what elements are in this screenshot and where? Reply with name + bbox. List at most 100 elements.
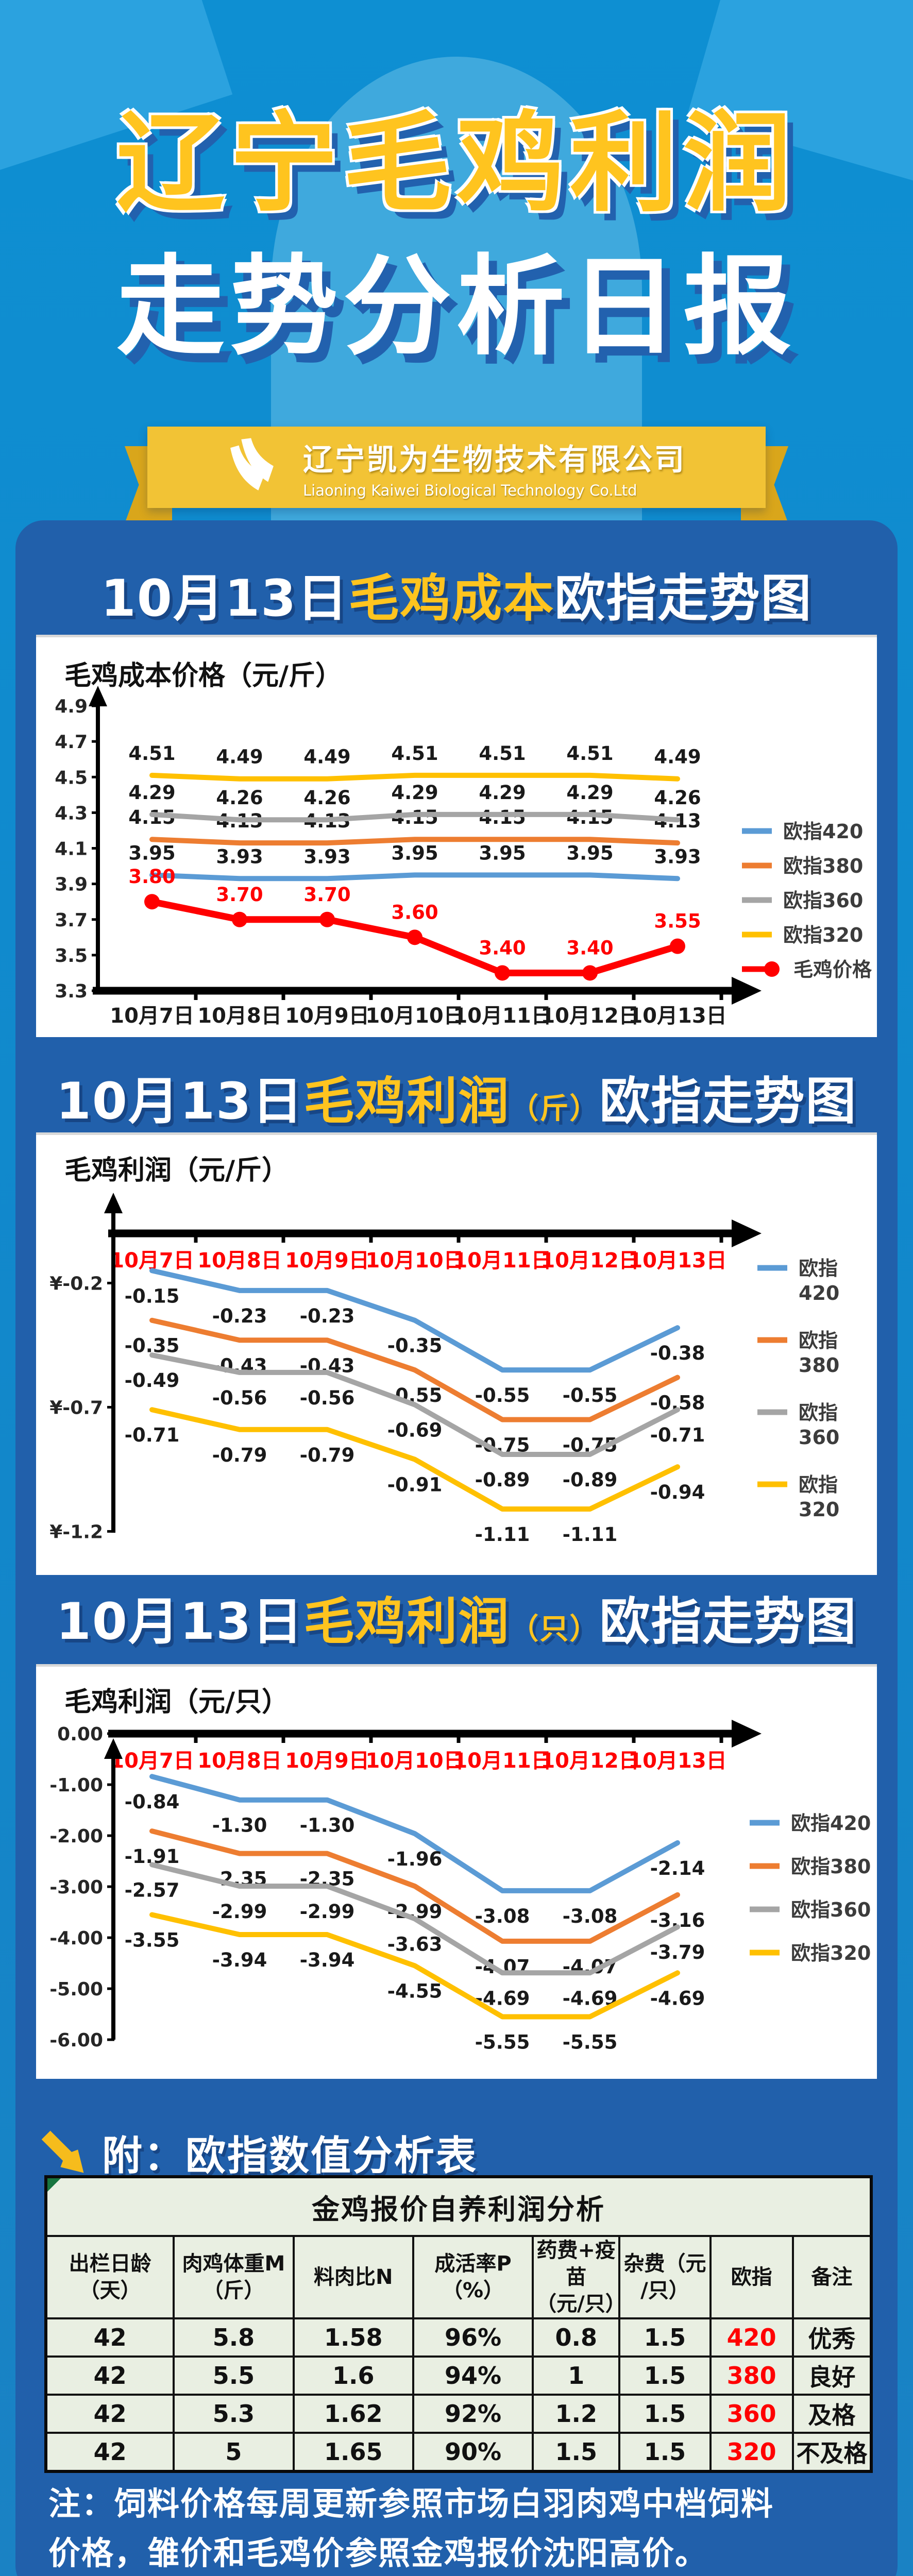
svg-text:-3.08: -3.08 <box>563 1905 618 1927</box>
svg-text:¥-1.2: ¥-1.2 <box>49 1521 103 1543</box>
table-header-cell: 药费+疫苗 （元/只） <box>532 2235 626 2319</box>
table-cell: 1 <box>532 2355 621 2396</box>
svg-text:欧指380: 欧指380 <box>783 855 863 877</box>
svg-text:-0.79: -0.79 <box>212 1444 267 1466</box>
svg-text:欧指320: 欧指320 <box>791 1942 871 1964</box>
legend-item-欧指360: 欧指360 <box>742 889 863 912</box>
section-title-cost: 10月13日毛鸡成本欧指走势图 <box>15 557 898 631</box>
section-title-date: 10月13日 <box>56 1072 304 1131</box>
svg-text:-0.79: -0.79 <box>300 1444 355 1466</box>
table-cell: 42 <box>44 2432 175 2472</box>
cost-trend-chart: 毛鸡成本价格（元/斤）10月7日 10月8日 10月9日10月10日10月11日10… <box>55 660 872 1028</box>
company-logo-icon <box>230 438 274 490</box>
section-title-highlight: 毛鸡成本 <box>348 569 555 628</box>
svg-text:320: 320 <box>799 1498 839 1521</box>
svg-text:4.26: 4.26 <box>303 787 350 809</box>
svg-text:欧指320: 欧指320 <box>783 924 863 946</box>
appendix-heading-label: 附：欧指数值分析表 <box>102 2133 478 2179</box>
svg-text:3.95: 3.95 <box>479 842 526 864</box>
svg-text:3.40: 3.40 <box>479 937 526 959</box>
svg-text:4.49: 4.49 <box>654 746 701 768</box>
svg-text:4.49: 4.49 <box>303 746 350 768</box>
svg-text:欧指: 欧指 <box>799 1401 838 1424</box>
profit-per-jin-chart: 毛鸡利润（元/斤）10月7日 10月8日 10月9日10月10日10月11日10月1… <box>49 1155 839 1546</box>
svg-text:欧指: 欧指 <box>799 1257 838 1280</box>
svg-text:3.93: 3.93 <box>216 845 263 868</box>
svg-text:-2.00: -2.00 <box>49 1826 103 1847</box>
svg-text:0.00: 0.00 <box>57 1724 103 1745</box>
svg-text:毛鸡价格: 毛鸡价格 <box>793 958 872 981</box>
legend-item-欧指420: 欧指420 <box>750 1812 871 1835</box>
series-欧指320: -0.71 -0.79 -0.79 -0.91 -1.11 -1.11 -0.94 <box>125 1407 705 1546</box>
legend-item-欧指380: 欧指380 <box>757 1329 839 1377</box>
svg-text:-0.69: -0.69 <box>387 1419 443 1442</box>
svg-text:¥-0.7: ¥-0.7 <box>49 1397 103 1418</box>
table-cell: 420 <box>709 2317 794 2358</box>
company-banner: 辽宁凯为生物技术有限公司 Liaoning Kaiwei Biological … <box>125 427 788 523</box>
legend-item-欧指320: 欧指320 <box>757 1473 839 1521</box>
svg-text:3.40: 3.40 <box>566 937 613 959</box>
svg-text:欧指420: 欧指420 <box>791 1812 871 1835</box>
section-title-profit-bird: 10月13日毛鸡利润（只）欧指走势图 <box>15 1581 898 1654</box>
svg-text:欧指: 欧指 <box>799 1473 838 1496</box>
svg-text:4.15: 4.15 <box>479 806 526 828</box>
series-欧指420: 3.95 3.93 3.93 3.95 3.95 3.95 3.93 <box>128 842 701 882</box>
legend-item-欧指360: 欧指360 <box>757 1401 839 1449</box>
svg-text:-0.55: -0.55 <box>563 1384 618 1406</box>
table-cell: 1.5 <box>532 2432 621 2472</box>
company-name-block: 辽宁凯为生物技术有限公司 Liaoning Kaiwei Biological … <box>303 435 686 499</box>
svg-text:3.93: 3.93 <box>654 845 701 868</box>
table-cell: 360 <box>709 2394 794 2434</box>
svg-text:3.5: 3.5 <box>55 945 88 967</box>
svg-text:4.7: 4.7 <box>55 732 88 753</box>
legend-item-欧指320: 欧指320 <box>742 924 863 946</box>
section-title-rest: 欧指走势图 <box>554 569 813 628</box>
table-corner-mark <box>47 2178 61 2192</box>
svg-text:380: 380 <box>799 1354 839 1377</box>
table-cell: 0.8 <box>532 2317 621 2358</box>
table-row: 42 5.8 1.58 96% 0.8 1.5 420 优秀 <box>44 2317 873 2358</box>
svg-text:-4.00: -4.00 <box>49 1928 103 1949</box>
table-header-cell: 备注 <box>791 2235 873 2319</box>
note-line2: 价格，雏价和毛鸡价参照金鸡报价沈阳高价。 <box>48 2534 708 2572</box>
svg-text:欧指360: 欧指360 <box>783 889 863 912</box>
legend-item-欧指320: 欧指320 <box>750 1942 871 1964</box>
svg-text:-6.00: -6.00 <box>49 2030 103 2051</box>
table-cell: 1.58 <box>292 2317 414 2358</box>
svg-text:4.29: 4.29 <box>391 782 438 804</box>
svg-text:-3.94: -3.94 <box>300 1949 355 1971</box>
table-header-cell: 肉鸡体重M （斤） <box>173 2235 295 2319</box>
svg-text:10月13日: 10月13日 <box>628 1749 726 1773</box>
svg-text:-0.56: -0.56 <box>212 1387 267 1409</box>
svg-text:4.51: 4.51 <box>566 742 613 765</box>
table-cell: 1.62 <box>292 2394 414 2434</box>
table-cell: 5 <box>173 2432 295 2472</box>
svg-text:欧指380: 欧指380 <box>791 1855 871 1878</box>
svg-text:3.9: 3.9 <box>55 874 88 895</box>
svg-text:3.3: 3.3 <box>55 981 88 1002</box>
svg-text:3.95: 3.95 <box>128 842 175 864</box>
svg-text:欧指360: 欧指360 <box>791 1899 871 1921</box>
table-row: 42 5.3 1.62 92% 1.2 1.5 360 及格 <box>44 2394 873 2434</box>
series-欧指360: -0.49 -0.56 -0.56 -0.69 -0.89 -0.89 -0.71 <box>125 1352 705 1491</box>
svg-text:-5.55: -5.55 <box>475 2031 530 2053</box>
svg-text:4.29: 4.29 <box>479 782 526 804</box>
section-title-highlight: 毛鸡利润 <box>303 1072 510 1131</box>
svg-text:-0.89: -0.89 <box>563 1469 618 1491</box>
svg-text:10月7日: 10月7日 <box>110 1004 194 1028</box>
svg-text:¥-0.2: ¥-0.2 <box>49 1273 103 1294</box>
svg-text:10月8日: 10月8日 <box>197 1749 282 1773</box>
series-欧指420: -0.84 -1.30 -1.30 -1.96 -3.08 -3.08 -2.14 <box>125 1774 705 1927</box>
legend-item-欧指420: 欧指420 <box>757 1257 839 1304</box>
series-欧指380: 4.15 4.13 4.13 4.15 4.15 4.15 4.13 <box>128 806 701 846</box>
svg-text:-0.56: -0.56 <box>300 1387 355 1409</box>
table-header-cell: 杂费（元/只） <box>618 2235 712 2319</box>
svg-text:-1.30: -1.30 <box>212 1815 267 1837</box>
svg-text:-1.96: -1.96 <box>387 1848 443 1870</box>
note-line1: 注：饲料价格每周更新参照市场白羽肉鸡中档饲料 <box>48 2485 774 2522</box>
svg-text:-5.55: -5.55 <box>563 2031 618 2053</box>
svg-text:10月7日: 10月7日 <box>110 1749 194 1773</box>
svg-text:4.1: 4.1 <box>55 839 88 860</box>
svg-text:-4.69: -4.69 <box>650 1987 705 2009</box>
